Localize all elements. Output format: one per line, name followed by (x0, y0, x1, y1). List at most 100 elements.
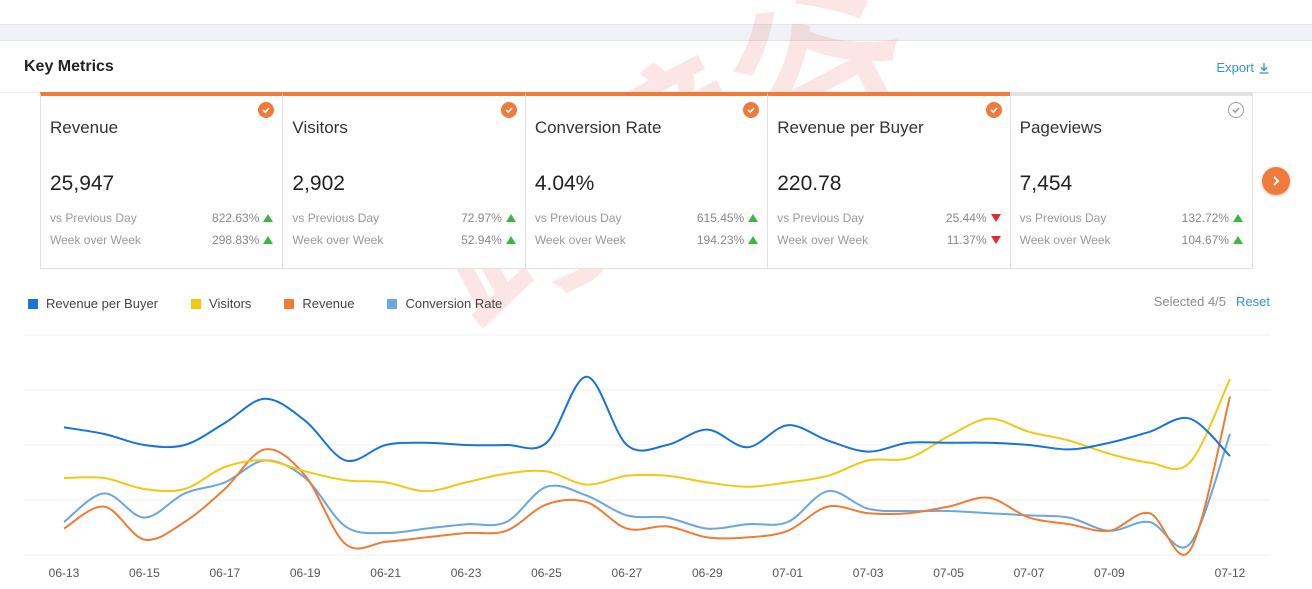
series-line-revenue (63, 396, 1231, 556)
compare-label: vs Previous Day (534, 211, 622, 225)
export-button[interactable]: Export (1216, 60, 1270, 75)
selected-count: 4/5 (1207, 294, 1227, 309)
trend-up-icon (505, 214, 516, 222)
compare-week-over-week: Week over Week 104.67% (1019, 233, 1244, 247)
trend-up-icon (748, 236, 759, 244)
compare-value: 615.45% (696, 211, 745, 225)
compare-value: 11.37% (946, 233, 987, 247)
x-tick-label: 07-05 (933, 566, 964, 580)
metric-title: Visitors (292, 118, 348, 137)
metric-cards: Revenue 25,947 vs Previous Day 822.63% Week … (40, 92, 1254, 269)
legend-swatch (191, 298, 202, 309)
compare-previous-day: vs Previous Day 132.72% (1019, 211, 1244, 225)
metric-card[interactable]: Revenue per Buyer 220.78 vs Previous Day 25… (767, 92, 1010, 269)
x-tick-label: 07-12 (1215, 566, 1246, 580)
x-tick-label: 06-19 (290, 566, 321, 580)
series-line-visitors (63, 378, 1231, 493)
compare-value: 132.72% (1181, 211, 1230, 225)
metric-value: 4.04% (534, 172, 595, 195)
trend-up-icon (263, 214, 274, 222)
legend-item[interactable]: Conversion Rate (387, 296, 502, 311)
legend-item[interactable]: Revenue per Buyer (28, 296, 158, 311)
metric-title: Revenue (50, 118, 119, 137)
trend-down-icon (990, 214, 1001, 222)
legend-item[interactable]: Revenue (284, 296, 354, 311)
legend-label: Revenue (302, 296, 355, 311)
x-tick-label: 07-07 (1014, 566, 1045, 580)
metric-card[interactable]: Pageviews 7,454 vs Previous Day 132.72% Week… (1009, 92, 1254, 269)
x-tick-label: 06-27 (612, 566, 643, 580)
x-tick-label: 06-13 (49, 566, 80, 580)
compare-value: 104.67% (1181, 233, 1230, 247)
metric-title: Revenue per Buyer (777, 118, 924, 137)
metric-card[interactable]: Visitors 2,902 vs Previous Day 72.97% Week o… (282, 92, 525, 269)
x-tick-label: 06-17 (209, 566, 240, 580)
trend-up-icon (505, 236, 516, 244)
metric-card[interactable]: Conversion Rate 4.04% vs Previous Day 615.4… (524, 92, 768, 269)
legend-label: Revenue per Buyer (46, 296, 159, 311)
download-icon (1259, 62, 1269, 74)
top-toolbar-strip (0, 0, 1312, 25)
selection-info: Selected 4/5 Reset (1154, 294, 1270, 309)
export-label: Export (1216, 60, 1254, 75)
trend-down-icon (990, 236, 1001, 244)
metric-title: Pageviews (1019, 118, 1102, 137)
legend-swatch (284, 298, 295, 309)
trend-up-icon (1233, 214, 1244, 222)
panel-title: Key Metrics (24, 58, 114, 75)
compare-value: 25.44% (945, 211, 987, 225)
check-icon[interactable] (1228, 102, 1245, 118)
legend-label: Visitors (209, 296, 252, 311)
metric-title: Conversion Rate (534, 118, 662, 137)
compare-value: 822.63% (212, 211, 260, 225)
compare-value: 52.94% (461, 233, 502, 247)
compare-previous-day: vs Previous Day 822.63% (50, 211, 274, 225)
legend-item[interactable]: Visitors (191, 296, 251, 311)
compare-week-over-week: Week over Week 11.37% (777, 233, 1001, 247)
x-tick-label: 07-01 (772, 566, 803, 580)
reset-button[interactable]: Reset (1236, 294, 1270, 309)
chevron-right-icon (1273, 176, 1280, 186)
next-cards-button[interactable] (1262, 167, 1290, 195)
check-icon[interactable] (743, 102, 760, 118)
compare-label: vs Previous Day (292, 211, 380, 225)
compare-label: vs Previous Day (1019, 211, 1107, 225)
series-line-revenue-per-buyer (63, 375, 1231, 463)
legend-swatch (387, 298, 398, 309)
compare-label: vs Previous Day (777, 211, 864, 225)
compare-value: 298.83% (212, 233, 260, 247)
compare-previous-day: vs Previous Day 25.44% (777, 211, 1001, 225)
trend-up-icon (1233, 236, 1244, 244)
metric-value: 2,902 (292, 172, 345, 195)
metric-value: 220.78 (777, 172, 842, 195)
legend-swatch (28, 298, 38, 309)
panel-header: Key Metrics Export (0, 41, 1312, 93)
compare-week-over-week: Week over Week 194.23% (534, 233, 759, 247)
trend-up-icon (263, 236, 274, 244)
x-tick-label: 06-29 (692, 566, 723, 580)
x-tick-label: 07-09 (1094, 566, 1125, 580)
metric-card[interactable]: Revenue 25,947 vs Previous Day 822.63% Week … (40, 92, 283, 269)
compare-label: Week over Week (292, 233, 384, 247)
trend-chart: 06-13 06-15 06-17 06-19 06-21 06-23 06-25 06-27… (24, 334, 1270, 580)
chart-legend: Revenue per Buyer Visitors Revenue Conversi… (28, 296, 502, 311)
compare-week-over-week: Week over Week 52.94% (292, 233, 516, 247)
x-tick-label: 06-21 (370, 566, 401, 580)
check-icon[interactable] (258, 102, 275, 118)
trend-up-icon (748, 214, 759, 222)
check-icon[interactable] (985, 102, 1002, 118)
selected-label: Selected (1153, 294, 1205, 309)
x-tick-label: 07-03 (853, 566, 884, 580)
compare-previous-day: vs Previous Day 615.45% (534, 211, 759, 225)
compare-label: Week over Week (1019, 233, 1111, 247)
compare-label: Week over Week (50, 233, 141, 247)
metric-value: 25,947 (50, 172, 115, 195)
check-icon[interactable] (500, 102, 517, 118)
compare-label: Week over Week (534, 233, 626, 247)
compare-label: Week over Week (777, 233, 869, 247)
metric-value: 7,454 (1019, 172, 1073, 195)
legend-label: Conversion Rate (405, 296, 503, 311)
compare-label: vs Previous Day (50, 211, 137, 225)
compare-week-over-week: Week over Week 298.83% (50, 233, 274, 247)
